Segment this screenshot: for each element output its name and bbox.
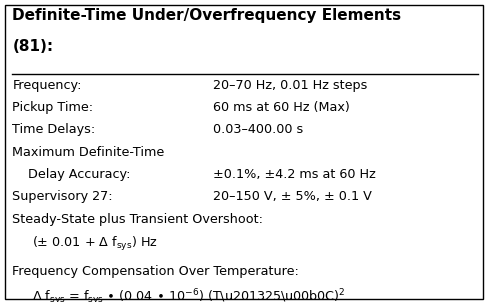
Text: 20–150 V, ± 5%, ± 0.1 V: 20–150 V, ± 5%, ± 0.1 V [213, 190, 372, 203]
Text: Time Delays:: Time Delays: [12, 123, 96, 136]
Text: 0.03–400.00 s: 0.03–400.00 s [213, 123, 303, 136]
Text: Frequency Compensation Over Temperature:: Frequency Compensation Over Temperature: [12, 265, 299, 278]
Text: Maximum Definite-Time: Maximum Definite-Time [12, 146, 165, 159]
Text: 60 ms at 60 Hz (Max): 60 ms at 60 Hz (Max) [213, 101, 350, 114]
Text: Frequency:: Frequency: [12, 79, 82, 92]
Text: Definite-Time Under/Overfrequency Elements: Definite-Time Under/Overfrequency Elemen… [12, 8, 401, 23]
Text: Supervisory 27:: Supervisory 27: [12, 190, 113, 203]
Text: $\Delta$ f$_\mathregular{sys}$ = f$_\mathregular{sys}$ $\bullet$ (0.04 $\bullet$: $\Delta$ f$_\mathregular{sys}$ = f$_\mat… [32, 288, 345, 302]
Text: Steady-State plus Transient Overshoot:: Steady-State plus Transient Overshoot: [12, 213, 263, 226]
Text: ±0.1%, ±4.2 ms at 60 Hz: ±0.1%, ±4.2 ms at 60 Hz [213, 168, 376, 181]
Text: (81):: (81): [12, 39, 53, 54]
Text: 20–70 Hz, 0.01 Hz steps: 20–70 Hz, 0.01 Hz steps [213, 79, 368, 92]
Text: Pickup Time:: Pickup Time: [12, 101, 94, 114]
Text: ($\pm$ 0.01 + $\Delta$ f$_\mathregular{sys}$) Hz: ($\pm$ 0.01 + $\Delta$ f$_\mathregular{s… [32, 235, 158, 253]
Text: Delay Accuracy:: Delay Accuracy: [12, 168, 131, 181]
